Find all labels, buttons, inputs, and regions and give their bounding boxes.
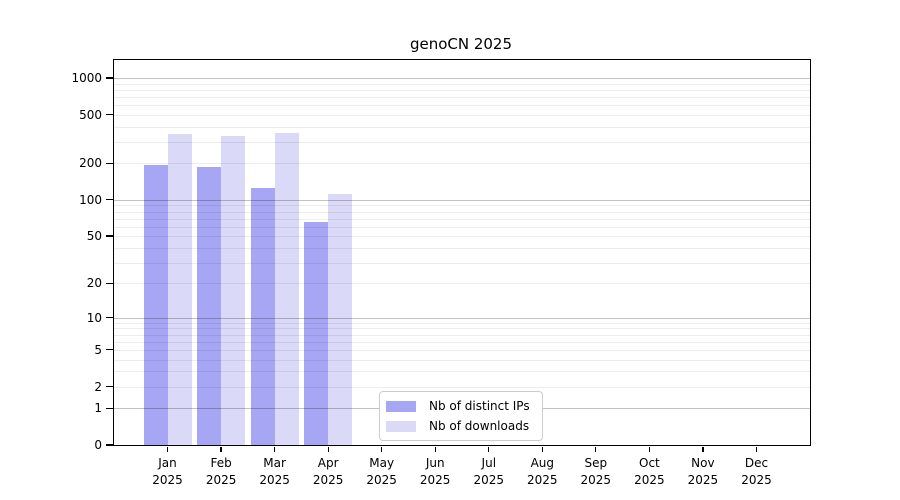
x-tick-label-nov: Nov 2025: [673, 455, 733, 489]
y-tick-label-200: 200: [79, 156, 102, 171]
bars-layer: [114, 60, 810, 445]
y-tick-label-1: 1: [94, 401, 102, 416]
x-tick-month-mar: Mar: [263, 456, 286, 470]
x-tick-jul: [488, 446, 490, 452]
x-tick-label-may: May 2025: [352, 455, 412, 489]
x-tick-label-jun: Jun 2025: [405, 455, 465, 489]
x-tick-dec: [755, 446, 758, 452]
x-tick-year-dec: 2025: [741, 473, 772, 487]
x-tick-oct: [648, 446, 651, 452]
x-tick-label-oct: Oct 2025: [619, 455, 679, 489]
x-tick-year-jun: 2025: [419, 473, 451, 487]
y-tick-20: [105, 282, 113, 284]
y-tick-label-1000: 1000: [71, 70, 102, 85]
x-tick-label-sep: Sep 2025: [566, 455, 626, 489]
x-tick-may: [381, 446, 383, 452]
x-tick-label-mar: Mar 2025: [245, 455, 305, 489]
bar-downloads-feb: [221, 136, 246, 445]
y-tick-100: [105, 199, 113, 201]
x-tick-month-feb: Feb: [210, 456, 232, 470]
y-tick-label-500: 500: [79, 107, 102, 122]
x-tick-feb: [220, 446, 222, 452]
x-tick-month-jun: Jun: [425, 456, 445, 470]
bar-downloads-jan: [167, 134, 192, 445]
y-tick-500: [105, 113, 113, 116]
x-tick-label-jan: Jan 2025: [138, 455, 198, 489]
x-tick-mar: [273, 446, 276, 452]
x-tick-sep: [595, 446, 597, 452]
x-tick-aug: [541, 446, 543, 452]
x-tick-year-sep: 2025: [580, 473, 612, 487]
legend-label-downloads: Nb of downloads: [429, 419, 530, 433]
x-tick-year-may: 2025: [366, 473, 397, 487]
x-tick-year-feb: 2025: [205, 473, 237, 487]
y-tick-10: [105, 316, 113, 319]
x-tick-label-aug: Aug 2025: [512, 455, 572, 489]
bar-distinct-ips-apr: [304, 222, 329, 445]
y-tick-5: [105, 349, 113, 351]
bar-distinct-ips-mar: [250, 188, 275, 445]
x-tick-label-apr: Apr 2025: [298, 455, 358, 489]
x-tick-month-dec: Dec: [744, 456, 769, 470]
chart-title: genoCN 2025: [409, 35, 513, 53]
x-tick-label-feb: Feb 2025: [191, 455, 251, 489]
plot-area: Nb of distinct IPs Nb of downloads 0 1 2 5 1…: [71, 59, 811, 487]
x-tick-label-dec: Dec 2025: [727, 455, 787, 489]
x-tick-nov: [702, 446, 704, 452]
x-tick-year-apr: 2025: [312, 473, 344, 487]
y-tick-label-0: 0: [94, 438, 102, 452]
x-tick-month-oct: Oct: [639, 456, 660, 470]
y-tick-label-5: 5: [94, 342, 102, 357]
x-tick-month-may: May: [369, 456, 395, 470]
y-tick-label-100: 100: [79, 192, 102, 207]
legend-item-downloads: Nb of downloads: [386, 419, 530, 433]
y-tick-label-2: 2: [94, 379, 102, 394]
x-tick-year-mar: 2025: [259, 473, 290, 487]
x-tick-year-aug: 2025: [527, 473, 558, 487]
y-tick-label-20: 20: [86, 276, 102, 291]
y-tick-label-50: 50: [86, 229, 102, 244]
x-tick-month-apr: Apr: [317, 456, 339, 470]
y-tick-1: [105, 407, 113, 409]
x-tick-year-jul: 2025: [473, 473, 505, 487]
x-tick-month-jan: Jan: [158, 456, 177, 470]
x-tick-jan: [166, 446, 169, 452]
x-tick-label-jul: Jul 2025: [459, 455, 519, 489]
legend-label-distinct-ips: Nb of distinct IPs: [429, 399, 530, 413]
x-tick-month-nov: Nov: [691, 456, 715, 470]
y-tick-1000: [105, 77, 113, 79]
x-tick-month-sep: Sep: [584, 456, 608, 470]
x-tick-month-aug: Aug: [530, 456, 555, 470]
bar-downloads-apr: [328, 194, 353, 445]
x-tick-jun: [434, 446, 436, 452]
x-tick-year-oct: 2025: [634, 473, 665, 487]
legend: Nb of distinct IPs Nb of downloads: [379, 391, 543, 441]
x-tick-month-jul: Jul: [481, 456, 497, 470]
bar-distinct-ips-jan: [143, 165, 168, 445]
legend-swatch-downloads: [386, 420, 416, 432]
legend-item-distinct-ips: Nb of distinct IPs: [386, 399, 530, 413]
y-tick-200: [105, 162, 113, 164]
bar-downloads-mar: [274, 133, 299, 445]
x-tick-year-jan: 2025: [152, 473, 183, 487]
x-tick-apr: [327, 446, 329, 452]
legend-swatch-distinct-ips: [386, 400, 416, 412]
y-tick-label-10: 10: [86, 310, 102, 325]
x-tick-year-nov: 2025: [687, 473, 719, 487]
y-tick-2: [105, 385, 113, 388]
y-tick-0: [105, 444, 113, 446]
y-tick-50: [105, 235, 113, 237]
bar-distinct-ips-feb: [197, 167, 222, 445]
